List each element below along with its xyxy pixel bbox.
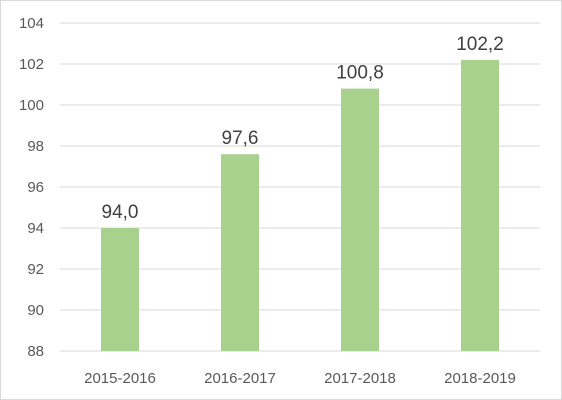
bar-2016-2017 <box>221 154 259 351</box>
bar-2017-2018 <box>341 88 379 351</box>
data-label: 102,2 <box>456 34 504 55</box>
y-tick-label: 96 <box>27 179 44 196</box>
bars <box>101 59 499 352</box>
x-tick-labels: 2015-2016 2016-2017 2017-2018 2018-2019 <box>84 370 516 387</box>
y-tick-label: 100 <box>19 97 44 114</box>
x-tick-label: 2018-2019 <box>444 370 516 387</box>
bar-2018-2019 <box>461 59 499 352</box>
y-tick-label: 94 <box>27 220 44 237</box>
y-tick-labels: 88 90 92 94 96 98 100 102 104 <box>19 15 44 360</box>
x-tick-label: 2015-2016 <box>84 370 156 387</box>
y-tick-label: 90 <box>27 302 44 319</box>
y-tick-label: 98 <box>27 138 44 155</box>
x-tick-label: 2017-2018 <box>324 370 396 387</box>
y-tick-label: 92 <box>27 261 44 278</box>
gridlines <box>60 22 540 352</box>
y-tick-label: 104 <box>19 15 44 32</box>
y-tick-label: 102 <box>19 56 44 73</box>
bar-2015-2016 <box>101 228 139 351</box>
data-label: 94,0 <box>102 202 139 223</box>
y-tick-label: 88 <box>27 343 44 360</box>
data-label: 100,8 <box>336 63 384 84</box>
data-label: 97,6 <box>222 128 259 149</box>
data-labels: 94,0 97,6 100,8 102,2 <box>102 34 504 223</box>
x-tick-label: 2016-2017 <box>204 370 276 387</box>
